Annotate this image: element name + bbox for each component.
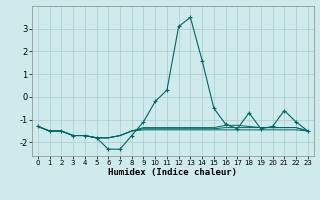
X-axis label: Humidex (Indice chaleur): Humidex (Indice chaleur)	[108, 168, 237, 177]
